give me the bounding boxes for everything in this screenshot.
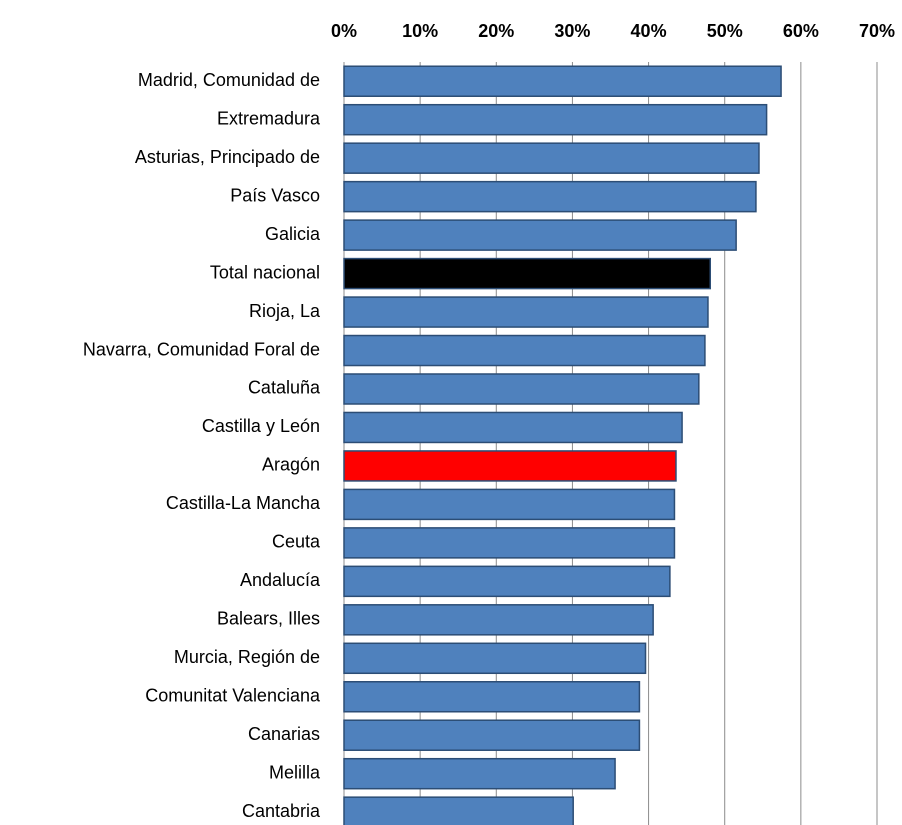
x-tick-label: 50%: [707, 21, 743, 41]
x-tick-label: 0%: [331, 21, 357, 41]
bar: [343, 257, 711, 290]
bar: [343, 296, 709, 328]
y-tick-label: Cantabria: [242, 801, 321, 821]
bar: [343, 450, 677, 482]
y-tick-label: Balears, Illes: [217, 609, 320, 629]
bar: [343, 796, 574, 825]
bar: [343, 142, 760, 174]
bar: [343, 334, 706, 367]
y-tick-label: Galicia: [265, 224, 321, 244]
bar: [343, 411, 683, 444]
y-tick-label: Murcia, Región de: [174, 647, 320, 667]
bar: [343, 565, 671, 598]
y-tick-label: Extremadura: [217, 108, 321, 128]
bar: [343, 719, 641, 751]
bar: [343, 642, 647, 675]
y-tick-label: Castilla y León: [202, 416, 320, 436]
bar: [343, 604, 654, 636]
y-tick-label: Canarias: [248, 724, 320, 744]
bar: [343, 219, 737, 251]
y-tick-label: País Vasco: [230, 185, 320, 205]
x-tick-label: 70%: [859, 21, 895, 41]
bar: [343, 527, 676, 559]
x-tick-label: 60%: [783, 21, 819, 41]
y-tick-label: Navarra, Comunidad Foral de: [83, 339, 320, 359]
bar: [343, 65, 782, 97]
bar: [343, 103, 768, 136]
y-tick-label: Rioja, La: [249, 301, 321, 321]
x-tick-label: 10%: [402, 21, 438, 41]
y-tick-label: Ceuta: [272, 532, 321, 552]
x-tick-label: 30%: [554, 21, 590, 41]
bar: [343, 373, 700, 405]
bar: [343, 757, 616, 790]
y-tick-label: Comunitat Valenciana: [145, 686, 321, 706]
y-tick-label: Cataluña: [248, 378, 321, 398]
x-tick-label: 20%: [478, 21, 514, 41]
bar: [343, 681, 641, 713]
bar: [343, 180, 757, 213]
y-tick-label: Total nacional: [210, 262, 320, 282]
y-tick-label: Melilla: [269, 762, 321, 782]
x-tick-label: 40%: [631, 21, 667, 41]
y-tick-label: Castilla-La Mancha: [166, 493, 321, 513]
y-tick-label: Madrid, Comunidad de: [138, 70, 320, 90]
bar: [343, 488, 676, 521]
y-tick-label: Andalucía: [240, 570, 321, 590]
y-tick-label: Asturias, Principado de: [135, 147, 320, 167]
y-tick-label: Aragón: [262, 455, 320, 475]
